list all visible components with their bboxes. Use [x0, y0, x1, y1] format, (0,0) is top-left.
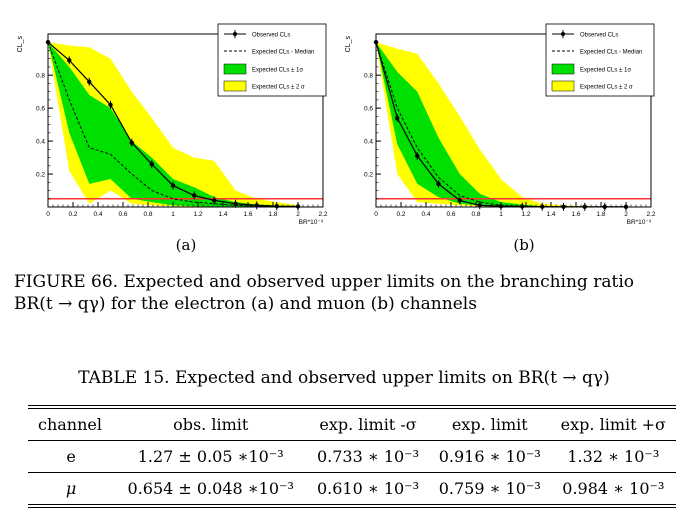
table-top-rule	[28, 405, 676, 409]
cls-plot-electron: 0 0.2 0.4 0.6 0.8 1 1.2 1.4 1.6 1.8 2 2.2 0.2 0.4 0.6 0…	[8, 12, 348, 234]
x-tick-label: 2	[624, 211, 628, 218]
cell-exp: 0.759 ∗ 10⁻³	[428, 472, 551, 504]
chart-svg-muon: 0 0.2 0.4 0.6 0.8 1 1.2 1.4 1.6 1.8 2 2.2 0.2 0.4 0.6 0…	[345, 23, 656, 226]
cell-exp-plus: 1.32 ∗ 10⁻³	[550, 440, 676, 473]
x-tick-label: 1.8	[268, 211, 277, 218]
col-header-exp: exp. limit	[451, 415, 528, 434]
x-tick-label: 1	[499, 211, 503, 218]
cell-exp-minus: 0.733 ∗ 10⁻³	[307, 440, 429, 473]
col-header-exp-minus: exp. limit -σ	[319, 415, 417, 434]
legend-label: Expected CLs - Median	[580, 50, 642, 56]
plot-frame	[47, 33, 324, 208]
x-tick-label: 1.2	[521, 211, 530, 218]
legend-band1-swatch	[551, 63, 575, 75]
figure-caption: FIGURE 66. Expected and observed upper l…	[14, 272, 634, 314]
x-tick-label: 0.6	[118, 211, 127, 218]
legend-label: Expected CLs ± 1σ	[580, 68, 631, 74]
table-row: μ 0.654 ± 0.048 ∗10⁻³ 0.610 ∗ 10⁻³ 0.759…	[28, 472, 676, 504]
cell-obs-limit: 1.27 ± 0.05 ∗10⁻³	[114, 440, 308, 473]
limits-table: channel obs. limit exp. limit -σ exp. li…	[28, 405, 676, 508]
table-caption: TABLE 15. Expected and observed upper li…	[78, 368, 610, 388]
chart-svg-electron: 0 0.2 0.4 0.6 0.8 1 1.2 1.4 1.6 1.8 2 2.2 0.2 0.4 0.6 0…	[17, 23, 328, 226]
x-axis-label: BR*10⁻³	[299, 219, 324, 226]
x-axis-label: BR*10⁻³	[627, 219, 652, 226]
legend-label: Expected CLs ± 2 σ	[252, 85, 305, 91]
cell-exp-minus: 0.610 ∗ 10⁻³	[307, 472, 429, 504]
legend-band1-swatch	[223, 63, 247, 75]
x-tick-label: 1.2	[193, 211, 202, 218]
x-tick-label: 1.6	[243, 211, 252, 218]
x-tick-label: 1.4	[546, 211, 555, 218]
col-header-exp-plus: exp. limit +σ	[560, 415, 666, 434]
cls-plot-muon: 0 0.2 0.4 0.6 0.8 1 1.2 1.4 1.6 1.8 2 2.2 0.2 0.4 0.6 0…	[336, 12, 676, 234]
y-tick-label: 0.8	[364, 73, 373, 80]
observed-point	[233, 201, 238, 206]
cell-exp-plus: 0.984 ∗ 10⁻³	[550, 472, 676, 504]
cell-channel: μ	[28, 472, 115, 504]
band-1sigma	[376, 42, 626, 207]
legend-label: Expected CLs - Median	[252, 50, 314, 56]
x-tick-label: 0.2	[68, 211, 77, 218]
table-header-row: channel obs. limit exp. limit -σ exp. li…	[28, 409, 676, 441]
cell-obs-limit: 0.654 ± 0.048 ∗10⁻³	[114, 472, 308, 504]
observed-point	[436, 181, 441, 187]
band-1sigma	[48, 42, 298, 207]
x-tick-label: 2.2	[646, 211, 655, 218]
observed-point	[212, 198, 217, 203]
y-axis-label: CL_s	[17, 36, 24, 53]
observed-point	[67, 58, 72, 63]
x-tick-label: 2	[296, 211, 300, 218]
y-tick-label: 0.6	[364, 106, 373, 113]
x-tick-label: 1.4	[218, 211, 227, 218]
x-tick-label: 1.6	[571, 211, 580, 218]
x-tick-label: 0.6	[446, 211, 455, 218]
x-tick-label: 0.2	[396, 211, 405, 218]
cell-exp: 0.916 ∗ 10⁻³	[428, 440, 551, 473]
y-tick-label: 0.6	[36, 106, 45, 113]
observed-point	[415, 153, 420, 159]
observed-point	[192, 193, 197, 198]
y-tick-label: 0.8	[36, 73, 45, 80]
x-tick-label: 0.8	[143, 211, 152, 218]
observed-point	[149, 161, 154, 167]
y-tick-label: 0.2	[36, 172, 45, 179]
table-row: e 1.27 ± 0.05 ∗10⁻³ 0.733 ∗ 10⁻³ 0.916 ∗…	[28, 440, 676, 473]
col-header-channel: channel	[38, 415, 102, 434]
x-tick-label: 1.8	[596, 211, 605, 218]
col-header-obs-limit: obs. limit	[173, 415, 249, 434]
observed-point	[395, 115, 400, 121]
cell-channel: e	[28, 440, 115, 473]
legend-label: Expected CLs ± 1σ	[252, 68, 303, 74]
x-tick-label: 0	[374, 211, 378, 218]
y-axis-label: CL_s	[345, 36, 352, 53]
x-tick-label: 0.4	[93, 211, 102, 218]
legend-band2-swatch	[551, 80, 575, 92]
y-tick-label: 0.4	[36, 139, 45, 146]
legend-label: Observed CLs	[580, 33, 618, 39]
plot-frame	[375, 33, 652, 208]
y-tick-label: 0.4	[364, 139, 373, 146]
x-tick-label: 0	[46, 211, 50, 218]
y-tick-label: 0.2	[364, 172, 373, 179]
panel-label-a: (a)	[175, 236, 197, 254]
legend-label: Expected CLs ± 2 σ	[580, 85, 633, 91]
x-tick-label: 0.8	[471, 211, 480, 218]
observed-point	[108, 102, 113, 108]
x-tick-label: 1	[171, 211, 175, 218]
legend-label: Observed CLs	[252, 33, 290, 39]
x-tick-label: 2.2	[318, 211, 327, 218]
table-bottom-rule	[28, 504, 676, 508]
observed-point	[457, 198, 462, 203]
panel-label-b: (b)	[513, 236, 535, 254]
observed-point	[170, 183, 176, 188]
observed-point	[87, 79, 92, 84]
x-tick-label: 0.4	[421, 211, 430, 218]
legend-band2-swatch	[223, 80, 247, 92]
observed-point	[129, 140, 134, 145]
